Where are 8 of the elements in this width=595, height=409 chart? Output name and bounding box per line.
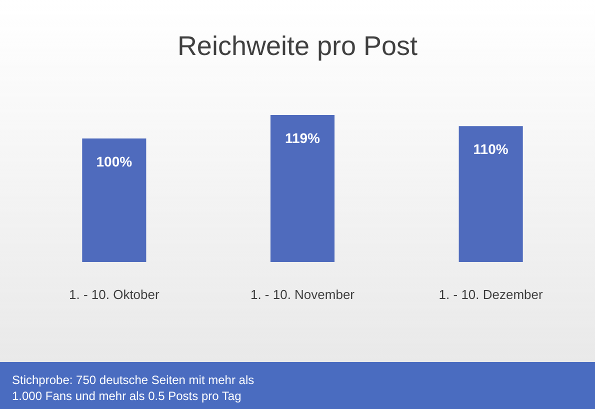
x-tick-label: 1. - 10. Dezember bbox=[438, 287, 544, 302]
text: Stichprobe: 750 deutsche Seiten mit mehr als 1.000 Fans und mehr als 0.5 Posts pro Tag bbox=[12, 373, 254, 403]
chart-title: Reichweite pro Post bbox=[177, 31, 418, 61]
data-label: 119% bbox=[284, 130, 321, 146]
x-tick-label: 1. - 10. Oktober bbox=[69, 287, 160, 302]
data-label: 100% bbox=[96, 153, 133, 170]
data-label: 110% bbox=[473, 141, 509, 158]
x-tick-label: 1. - 10. November bbox=[250, 287, 356, 302]
